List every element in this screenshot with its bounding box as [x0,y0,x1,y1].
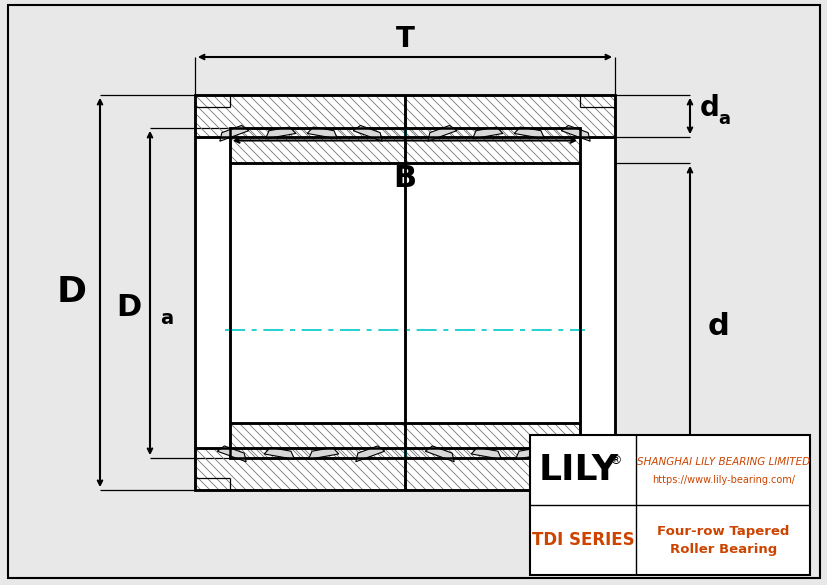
Text: Four-row Tapered
Roller Bearing: Four-row Tapered Roller Bearing [656,525,788,556]
Text: SHANGHAI LILY BEARING LIMITED: SHANGHAI LILY BEARING LIMITED [636,457,809,467]
Polygon shape [471,448,501,459]
Bar [195,95,614,490]
Bar [529,435,809,575]
Polygon shape [265,127,295,139]
Polygon shape [307,127,337,139]
Bar [230,128,579,458]
Polygon shape [563,446,592,462]
Polygon shape [428,125,457,141]
Bar [230,423,579,458]
Text: ®: ® [608,455,621,467]
Bar [195,95,614,490]
Polygon shape [514,127,544,139]
Text: a: a [160,308,173,328]
Bar [195,448,614,490]
Bar [230,128,579,458]
Bar [195,95,614,137]
Bar [230,128,579,458]
Text: d: d [699,94,719,122]
Bar [529,435,809,575]
Text: LILY: LILY [538,453,618,487]
Text: B: B [393,164,416,193]
Polygon shape [217,446,246,462]
Text: d: d [707,312,729,341]
Text: D: D [57,276,87,309]
Bar [230,128,579,163]
Polygon shape [425,446,454,462]
Polygon shape [219,125,248,141]
Polygon shape [515,448,545,459]
Bar [195,95,614,490]
Polygon shape [308,448,338,459]
Polygon shape [472,127,502,139]
Polygon shape [356,446,385,462]
Text: T: T [395,25,414,53]
Text: D: D [117,294,141,322]
Polygon shape [264,448,294,459]
Polygon shape [353,125,382,141]
Text: https://www.lily-bearing.com/: https://www.lily-bearing.com/ [651,475,794,485]
Text: TDI SERIES: TDI SERIES [531,531,633,549]
Polygon shape [561,125,590,141]
Text: a: a [717,110,729,128]
